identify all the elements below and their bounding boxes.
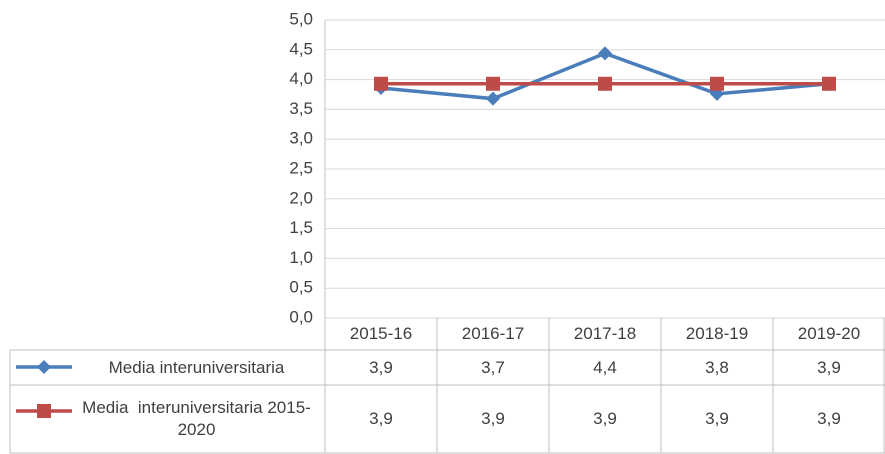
- legend-label: Media interuniversitaria 2015-2020: [82, 398, 311, 439]
- data-label: 4,4: [593, 357, 617, 377]
- y-tick-label: 2,0: [289, 188, 313, 207]
- y-tick-label: 3,5: [289, 99, 313, 118]
- y-tick-label: 0,0: [289, 307, 313, 326]
- y-tick-label: 5,0: [289, 9, 313, 28]
- y-tick-label: 3,0: [289, 129, 313, 148]
- y-tick-label: 4,5: [289, 39, 313, 58]
- data-label: 3,8: [705, 357, 729, 377]
- data-label: 3,9: [705, 409, 729, 428]
- point: [710, 76, 724, 91]
- point: [822, 76, 836, 91]
- legend-marker: [37, 360, 51, 374]
- y-tick-label: 1,5: [289, 218, 313, 237]
- data-label: 3,9: [817, 409, 841, 428]
- data-label: 3,9: [369, 357, 393, 377]
- point: [486, 76, 500, 91]
- x-tick-label: 2015-16: [349, 324, 413, 343]
- point: [374, 76, 388, 91]
- x-tick-label: 2019-20: [797, 324, 861, 343]
- data-label: 3,9: [817, 357, 841, 377]
- data-label: 3,9: [593, 409, 617, 428]
- data-label: 3,9: [369, 409, 393, 428]
- legend-marker: [37, 404, 51, 418]
- y-tick-label: 0,5: [289, 278, 313, 297]
- y-tick-label: 2,5: [289, 158, 313, 177]
- data-label: 3,9: [481, 409, 505, 428]
- x-tick-label: 2018-19: [685, 324, 749, 343]
- x-tick-label: 2016-17: [461, 324, 525, 343]
- legend-label: Media interuniversitaria: [108, 357, 285, 377]
- y-tick-label: 1,0: [289, 248, 313, 267]
- x-tick-label: 2017-18: [573, 324, 637, 343]
- point: [598, 76, 612, 91]
- point: [486, 91, 500, 106]
- data-label: 3,7: [481, 357, 505, 377]
- y-tick-label: 4,0: [289, 69, 313, 88]
- point: [598, 46, 612, 61]
